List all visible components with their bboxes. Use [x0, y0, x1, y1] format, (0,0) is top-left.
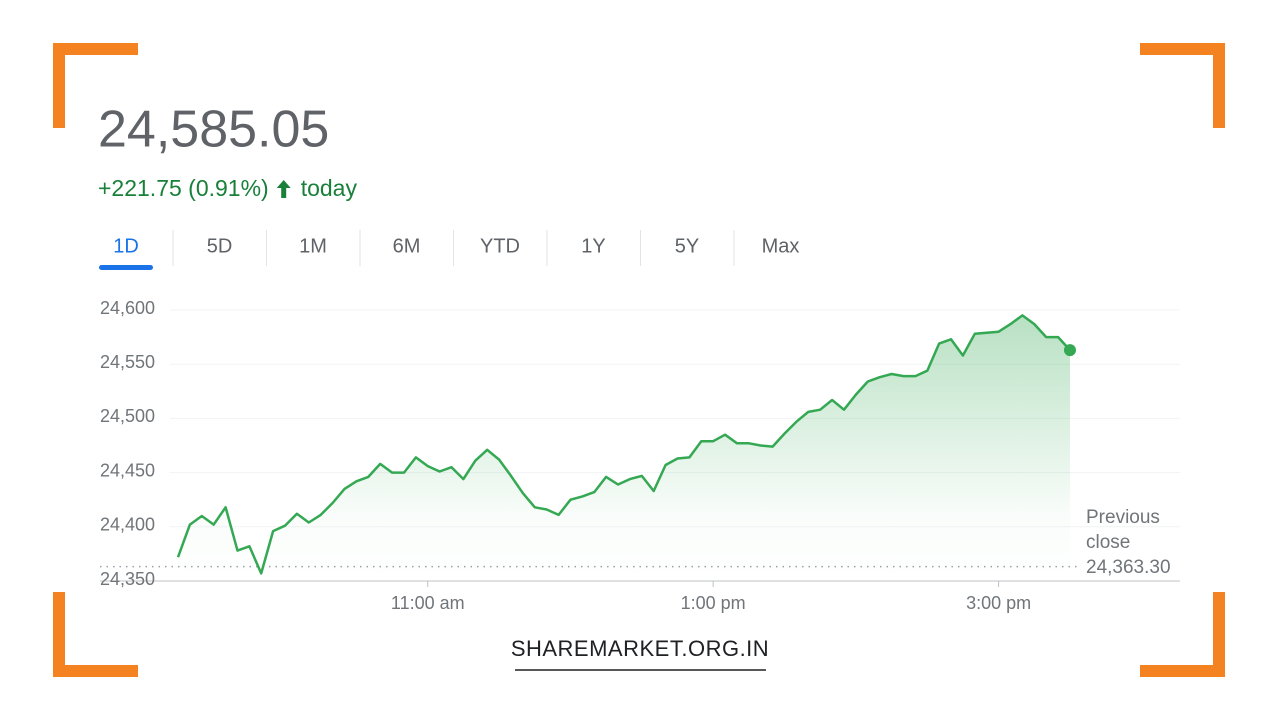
tab[interactable]: 1M — [299, 235, 327, 257]
tab-indicator — [99, 265, 153, 270]
tab[interactable]: Max — [762, 235, 800, 257]
price: 24,585.05 — [98, 101, 329, 159]
previous-close-text: close — [1086, 532, 1130, 553]
period-label: today — [301, 175, 358, 201]
tab[interactable]: 5Y — [675, 235, 699, 257]
tab[interactable]: 6M — [393, 235, 421, 257]
corner-brackets — [53, 43, 1225, 677]
y-tick-label: 24,450 — [100, 460, 155, 480]
x-tick-label: 11:00 am — [391, 593, 465, 613]
x-tick-label: 1:00 pm — [681, 593, 746, 613]
tab[interactable]: 1D — [113, 235, 139, 257]
y-tick-label: 24,500 — [100, 406, 155, 426]
price-line — [176, 314, 1071, 575]
y-tick-label: 24,400 — [100, 515, 155, 535]
change: +221.75 (0.91%) — [98, 175, 269, 201]
tab[interactable]: 1Y — [581, 235, 605, 257]
last-point — [1063, 344, 1076, 357]
up-arrow — [276, 180, 291, 198]
y-tick-label: 24,600 — [100, 298, 155, 318]
x-tick-label: 3:00 pm — [966, 593, 1031, 613]
area-fill — [178, 315, 1070, 581]
brand: SHAREMARKET.ORG.IN — [511, 636, 769, 661]
y-tick-label: 24,550 — [100, 352, 155, 372]
y-tick-label: 24,350 — [100, 569, 155, 589]
previous-close-text: Previous — [1086, 507, 1160, 528]
tab[interactable]: YTD — [480, 235, 520, 257]
tab[interactable]: 5D — [207, 235, 233, 257]
previous-close-value: 24,363.30 — [1086, 557, 1171, 578]
